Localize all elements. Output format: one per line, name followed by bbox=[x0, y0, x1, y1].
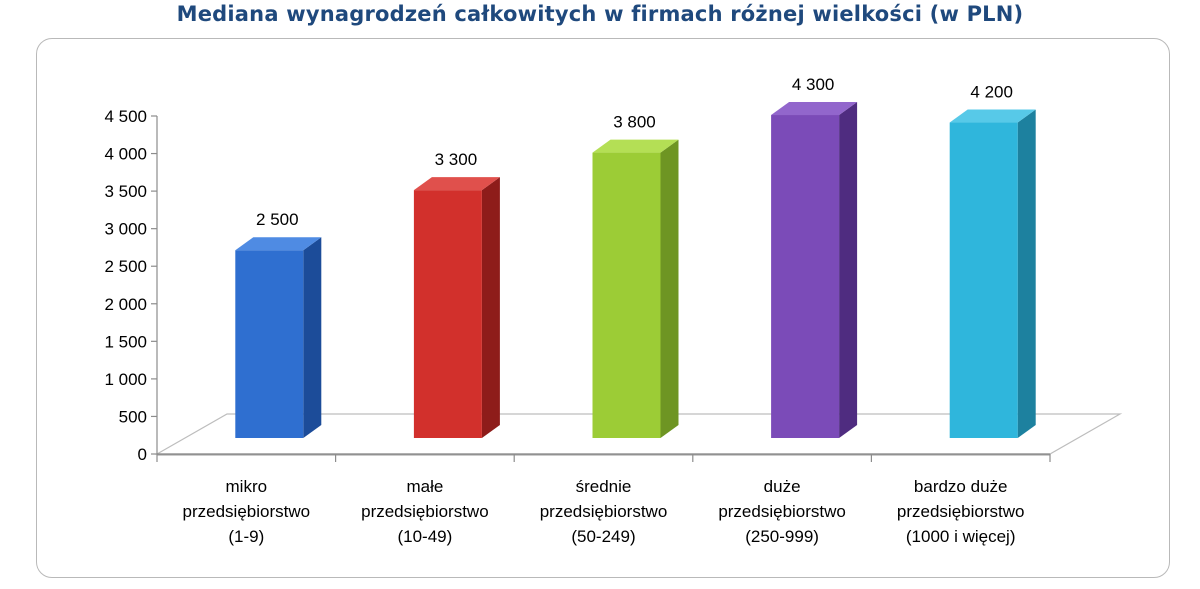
category-label-line: (10-49) bbox=[397, 527, 452, 546]
y-tick-label: 500 bbox=[119, 407, 147, 426]
category-label-line: (250-999) bbox=[745, 527, 819, 546]
y-tick-label: 2 000 bbox=[104, 295, 147, 314]
category-label-line: przedsiębiorstwo bbox=[897, 502, 1025, 521]
y-tick-label: 4 500 bbox=[104, 107, 147, 126]
bar bbox=[235, 237, 322, 438]
bar-top bbox=[235, 237, 322, 251]
category-label-line: bardzo duże bbox=[914, 477, 1008, 496]
bar-front bbox=[771, 115, 840, 439]
bar-top bbox=[592, 139, 679, 153]
chart-title: Mediana wynagrodzeń całkowitych w firmac… bbox=[176, 2, 1024, 26]
bar-side bbox=[481, 177, 500, 438]
bar-front bbox=[235, 250, 304, 438]
category-label-line: przedsiębiorstwo bbox=[361, 502, 489, 521]
bar-side bbox=[839, 102, 858, 439]
category-label-line: przedsiębiorstwo bbox=[540, 502, 668, 521]
y-tick-label: 4 000 bbox=[104, 145, 147, 164]
category-label-line: przedsiębiorstwo bbox=[718, 502, 846, 521]
category-label-line: (1000 i więcej) bbox=[906, 527, 1016, 546]
y-tick-label: 0 bbox=[138, 445, 147, 464]
category-label: bardzo duże przedsiębiorstwo (1000 i więce… bbox=[897, 477, 1025, 546]
category-label-line: średnie bbox=[576, 477, 632, 496]
y-tick-label: 1 000 bbox=[104, 370, 147, 389]
category-label-line: (50-249) bbox=[571, 527, 635, 546]
bar-top bbox=[949, 109, 1036, 123]
category-label-line: (1-9) bbox=[228, 527, 264, 546]
bar bbox=[592, 139, 679, 439]
category-label-line: duże bbox=[764, 477, 801, 496]
data-label: 3 800 bbox=[613, 113, 656, 132]
bar-front bbox=[949, 122, 1018, 439]
data-label: 2 500 bbox=[256, 210, 299, 229]
y-tick-label: 3 500 bbox=[104, 182, 147, 201]
data-label: 4 300 bbox=[792, 75, 835, 94]
data-label: 4 200 bbox=[970, 83, 1013, 102]
bar-top bbox=[413, 177, 500, 191]
category-label: duże przedsiębiorstwo (250-999) bbox=[718, 477, 846, 546]
data-label: 3 300 bbox=[435, 150, 478, 169]
category-label-line: mikro bbox=[226, 477, 268, 496]
category-label-line: przedsiębiorstwo bbox=[183, 502, 311, 521]
bar-front bbox=[592, 152, 661, 439]
bar-side bbox=[1017, 109, 1036, 439]
bar bbox=[413, 177, 500, 438]
bar bbox=[771, 102, 858, 439]
y-tick-label: 1 500 bbox=[104, 332, 147, 351]
category-label-line: małe bbox=[406, 477, 443, 496]
category-label: małe przedsiębiorstwo (10-49) bbox=[361, 477, 489, 546]
y-tick-label: 3 000 bbox=[104, 220, 147, 239]
y-tick-label: 2 500 bbox=[104, 257, 147, 276]
category-label: średnie przedsiębiorstwo (50-249) bbox=[540, 477, 668, 546]
category-label: mikro przedsiębiorstwo (1-9) bbox=[183, 477, 311, 546]
bar bbox=[949, 109, 1036, 439]
bar-front bbox=[413, 190, 482, 438]
bar-side bbox=[660, 139, 679, 439]
bar-side bbox=[303, 237, 322, 438]
bar-top bbox=[771, 102, 858, 116]
